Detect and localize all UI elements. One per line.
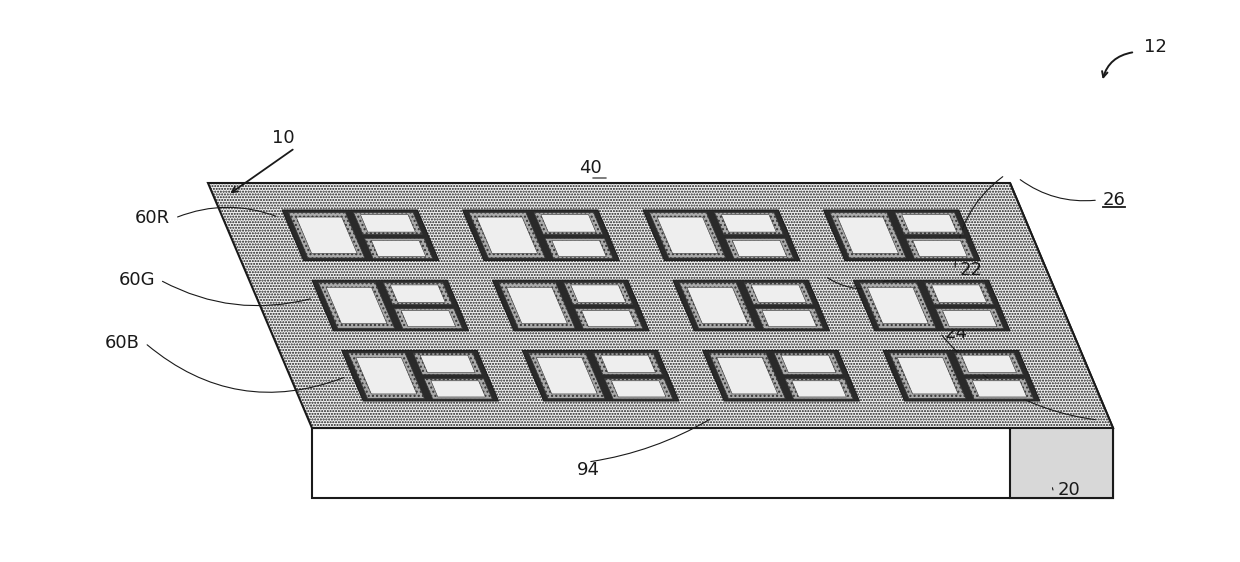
Polygon shape bbox=[342, 351, 498, 401]
Polygon shape bbox=[534, 212, 603, 234]
Polygon shape bbox=[763, 311, 817, 327]
Polygon shape bbox=[536, 357, 598, 394]
Polygon shape bbox=[717, 357, 777, 394]
Polygon shape bbox=[687, 287, 748, 324]
Polygon shape bbox=[744, 283, 813, 305]
Polygon shape bbox=[463, 210, 619, 261]
Polygon shape bbox=[326, 287, 387, 324]
Polygon shape bbox=[356, 357, 417, 394]
Polygon shape bbox=[283, 210, 439, 261]
Polygon shape bbox=[823, 210, 981, 261]
Polygon shape bbox=[913, 241, 967, 256]
Polygon shape bbox=[785, 379, 853, 399]
Text: 22: 22 bbox=[960, 261, 983, 279]
Text: 60B: 60B bbox=[105, 334, 140, 352]
Polygon shape bbox=[732, 241, 786, 256]
Text: 40: 40 bbox=[579, 159, 601, 177]
Polygon shape bbox=[961, 355, 1017, 373]
Polygon shape bbox=[714, 212, 784, 234]
Polygon shape bbox=[895, 212, 963, 234]
Polygon shape bbox=[492, 280, 650, 331]
Polygon shape bbox=[208, 183, 1114, 428]
Polygon shape bbox=[401, 311, 455, 327]
Polygon shape bbox=[582, 311, 636, 327]
Polygon shape bbox=[837, 217, 899, 253]
Polygon shape bbox=[594, 353, 662, 375]
Polygon shape bbox=[469, 212, 546, 258]
Text: 60: 60 bbox=[880, 279, 903, 297]
Polygon shape bbox=[522, 351, 680, 401]
Polygon shape bbox=[650, 212, 725, 258]
Polygon shape bbox=[898, 357, 959, 394]
Polygon shape bbox=[353, 212, 423, 234]
Polygon shape bbox=[394, 309, 463, 329]
Polygon shape bbox=[575, 309, 642, 329]
Polygon shape bbox=[432, 381, 485, 397]
Polygon shape bbox=[644, 210, 800, 261]
Polygon shape bbox=[853, 280, 1011, 331]
Polygon shape bbox=[312, 280, 469, 331]
Polygon shape bbox=[564, 283, 632, 305]
Polygon shape bbox=[972, 381, 1027, 397]
Polygon shape bbox=[931, 285, 987, 302]
Polygon shape bbox=[391, 285, 445, 302]
Polygon shape bbox=[901, 215, 957, 232]
Polygon shape bbox=[755, 309, 823, 329]
Polygon shape bbox=[955, 353, 1023, 375]
Polygon shape bbox=[781, 355, 836, 373]
Polygon shape bbox=[936, 309, 1004, 329]
Polygon shape bbox=[413, 353, 482, 375]
Text: 10: 10 bbox=[272, 129, 294, 147]
Polygon shape bbox=[371, 241, 425, 256]
Polygon shape bbox=[709, 353, 785, 398]
Polygon shape bbox=[925, 283, 993, 305]
Polygon shape bbox=[673, 280, 830, 331]
Polygon shape bbox=[1011, 183, 1114, 498]
Polygon shape bbox=[867, 287, 929, 324]
Text: 60R: 60R bbox=[135, 209, 170, 227]
Polygon shape bbox=[703, 351, 859, 401]
Polygon shape bbox=[498, 283, 575, 328]
Polygon shape bbox=[774, 353, 843, 375]
Polygon shape bbox=[420, 355, 475, 373]
Text: 24: 24 bbox=[945, 324, 968, 342]
Polygon shape bbox=[611, 381, 666, 397]
Text: 60G: 60G bbox=[119, 271, 155, 289]
Text: 12: 12 bbox=[1143, 38, 1167, 56]
Polygon shape bbox=[424, 379, 492, 399]
Polygon shape bbox=[605, 379, 673, 399]
Polygon shape bbox=[289, 212, 365, 258]
Polygon shape bbox=[476, 217, 538, 253]
Polygon shape bbox=[541, 215, 596, 232]
Polygon shape bbox=[942, 311, 997, 327]
Polygon shape bbox=[600, 355, 656, 373]
Polygon shape bbox=[883, 351, 1040, 401]
Polygon shape bbox=[552, 241, 606, 256]
Polygon shape bbox=[361, 215, 415, 232]
Polygon shape bbox=[906, 238, 973, 259]
Polygon shape bbox=[725, 238, 794, 259]
Text: 26: 26 bbox=[1104, 191, 1126, 209]
Text: 20: 20 bbox=[1058, 481, 1081, 499]
Polygon shape bbox=[348, 353, 424, 398]
Polygon shape bbox=[966, 379, 1034, 399]
Polygon shape bbox=[296, 217, 357, 253]
Polygon shape bbox=[830, 212, 906, 258]
Polygon shape bbox=[365, 238, 433, 259]
Text: 94: 94 bbox=[577, 461, 599, 479]
Polygon shape bbox=[751, 285, 806, 302]
Polygon shape bbox=[319, 283, 394, 328]
Polygon shape bbox=[859, 283, 936, 328]
Polygon shape bbox=[312, 428, 1114, 498]
Polygon shape bbox=[544, 238, 613, 259]
Polygon shape bbox=[680, 283, 755, 328]
Polygon shape bbox=[528, 353, 605, 398]
Polygon shape bbox=[722, 215, 776, 232]
Polygon shape bbox=[889, 353, 966, 398]
Polygon shape bbox=[506, 287, 568, 324]
Polygon shape bbox=[792, 381, 847, 397]
Polygon shape bbox=[657, 217, 718, 253]
Polygon shape bbox=[570, 285, 626, 302]
Polygon shape bbox=[383, 283, 453, 305]
